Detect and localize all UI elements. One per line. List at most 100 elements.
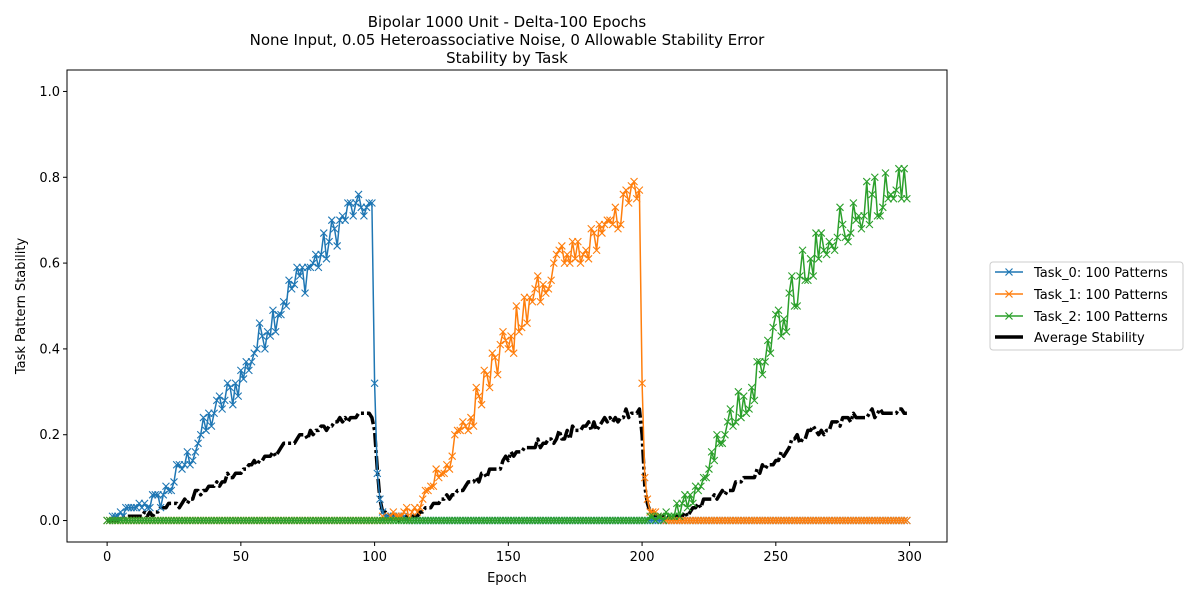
data-point-marker	[539, 280, 547, 289]
data-point-marker	[886, 190, 895, 199]
data-point-marker	[651, 516, 660, 525]
data-point-marker	[303, 263, 312, 272]
data-point-marker	[747, 383, 756, 392]
series-markers-task-2	[103, 164, 911, 525]
data-point-marker	[301, 289, 309, 298]
data-point-marker	[697, 482, 705, 491]
chart-title-line-3: Stability by Task	[446, 49, 568, 67]
data-point-marker	[608, 220, 617, 229]
data-point-marker	[552, 250, 561, 259]
data-point-marker	[282, 302, 291, 310]
data-point-marker	[333, 242, 342, 250]
data-point-marker	[453, 426, 462, 435]
data-point-marker	[525, 293, 534, 302]
y-axis-label: Task Pattern Stability	[14, 238, 29, 376]
data-point-marker	[753, 357, 761, 366]
data-point-marker	[234, 392, 243, 400]
data-point-marker	[820, 246, 828, 255]
data-point-marker	[699, 473, 708, 482]
data-point-marker	[418, 495, 427, 503]
data-point-marker	[188, 456, 197, 465]
data-point-marker	[183, 448, 192, 456]
data-point-marker	[713, 430, 721, 439]
data-point-marker	[274, 310, 283, 319]
data-point-marker	[458, 417, 467, 426]
data-point-marker	[341, 216, 350, 225]
data-point-marker	[199, 413, 208, 422]
data-point-marker	[598, 229, 606, 237]
data-point-marker	[512, 302, 521, 310]
data-point-marker	[624, 199, 633, 207]
data-point-marker	[683, 503, 692, 512]
data-point-marker	[325, 237, 334, 246]
data-point-marker	[330, 224, 339, 233]
y-tick-label: 1.0	[39, 85, 60, 100]
data-point-marker	[536, 297, 545, 306]
data-point-marker	[801, 276, 810, 285]
data-point-marker	[285, 276, 293, 285]
data-point-marker	[295, 272, 304, 280]
data-point-marker	[656, 512, 665, 521]
data-point-marker	[860, 212, 868, 220]
data-point-marker	[870, 173, 879, 182]
data-point-marker	[606, 216, 614, 225]
data-point-marker	[844, 237, 852, 246]
data-point-marker	[196, 430, 205, 439]
data-point-marker	[376, 495, 384, 503]
legend-marker-task-2	[1005, 312, 1013, 320]
data-point-marker	[640, 473, 649, 482]
data-point-marker	[889, 194, 898, 203]
data-point-marker	[862, 177, 871, 186]
data-point-marker	[389, 508, 398, 516]
legend-marker-task-1	[1005, 290, 1013, 298]
data-point-marker	[263, 327, 272, 336]
data-point-marker	[654, 512, 663, 521]
data-point-marker	[878, 203, 887, 212]
data-point-marker	[638, 379, 646, 388]
data-point-marker	[675, 512, 684, 521]
data-point-marker	[450, 430, 459, 439]
data-point-marker	[231, 379, 240, 388]
data-point-marker	[836, 203, 844, 212]
data-point-marker	[790, 302, 799, 310]
data-point-marker	[531, 284, 539, 293]
data-point-marker	[742, 409, 751, 418]
data-point-marker	[140, 499, 149, 508]
data-point-marker	[622, 186, 630, 195]
data-point-marker	[228, 400, 237, 409]
data-point-marker	[266, 332, 275, 340]
data-point-marker	[721, 430, 729, 439]
data-point-marker	[761, 357, 770, 366]
data-point-marker	[718, 439, 727, 448]
data-point-marker	[501, 336, 510, 345]
x-tick-label: 100	[362, 550, 387, 565]
series-line-average-stability	[107, 407, 907, 523]
y-tick-label: 0.2	[39, 428, 60, 443]
legend-label-task-1: Task_1: 100 Patterns	[1033, 288, 1168, 303]
data-point-marker	[116, 508, 125, 516]
data-point-marker	[146, 503, 154, 512]
data-point-marker	[469, 422, 478, 431]
data-point-marker	[475, 392, 483, 400]
data-point-marker	[777, 332, 786, 340]
data-point-marker	[774, 306, 783, 315]
data-point-marker	[424, 486, 432, 495]
data-point-marker	[576, 259, 585, 267]
data-point-marker	[723, 417, 732, 426]
data-point-marker	[798, 246, 807, 255]
data-point-marker	[186, 460, 194, 469]
data-point-marker	[640, 516, 649, 525]
data-point-marker	[806, 254, 815, 263]
data-point-marker	[440, 469, 449, 478]
data-point-marker	[729, 422, 737, 431]
data-point-marker	[900, 516, 909, 525]
data-point-marker	[499, 327, 507, 336]
data-point-marker	[892, 186, 901, 195]
plot-area	[103, 164, 911, 525]
data-point-marker	[504, 345, 513, 353]
data-point-marker	[426, 482, 435, 491]
data-point-marker	[571, 254, 580, 263]
x-tick-label: 250	[763, 550, 788, 565]
data-point-marker	[579, 250, 588, 259]
